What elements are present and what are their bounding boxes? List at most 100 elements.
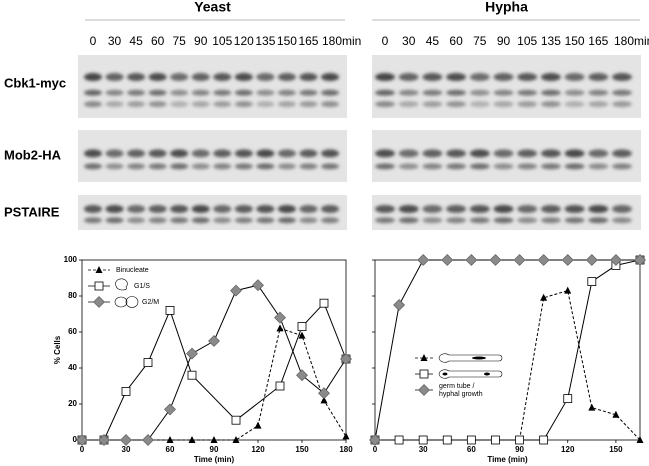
legend-icon: [442, 372, 448, 376]
marker: [540, 293, 548, 301]
blot-band: [83, 217, 103, 224]
blot-band: [170, 163, 189, 170]
blot-band: [170, 89, 189, 96]
blot-band: [148, 89, 167, 96]
marker: [515, 435, 524, 445]
marker: [418, 384, 430, 396]
lane-label: 45: [426, 34, 440, 48]
marker: [120, 434, 132, 446]
blot-band: [277, 89, 296, 96]
blot-band: [127, 89, 146, 96]
marker: [418, 435, 428, 445]
legend-label: germ tube / hyphal growth: [439, 383, 483, 398]
blots: Cbk1-myc Mob2-HA PSTAIRE Yeast 0 30 45 60 75 90 10…: [4, 0, 649, 230]
lane-label: 75: [173, 34, 187, 48]
blot-band: [398, 163, 419, 170]
blot-band: [612, 73, 632, 82]
blot-band: [469, 163, 490, 170]
blot-band: [540, 89, 561, 96]
blot-band: [256, 217, 275, 224]
blot-band: [170, 73, 189, 82]
blot-band: [375, 149, 395, 158]
blot-band: [148, 205, 167, 213]
blot-band: [191, 149, 210, 158]
blot-band: [588, 101, 609, 108]
marker: [564, 286, 572, 294]
marker: [210, 436, 218, 443]
lane-label: 150: [565, 34, 585, 48]
blot-band: [375, 163, 395, 170]
blot-band: [517, 163, 538, 170]
blot-band: [105, 101, 124, 108]
marker: [275, 381, 285, 391]
lane-label: 165: [588, 34, 608, 48]
blot-band: [277, 101, 296, 108]
blot-band: [170, 205, 189, 213]
blot-band: [299, 149, 318, 158]
lane-label: 90: [194, 34, 208, 48]
blot-membrane: [78, 55, 347, 118]
marker: [609, 254, 622, 266]
marker: [491, 435, 500, 445]
blot-band: [398, 205, 419, 213]
blot-bands: [375, 205, 632, 224]
blot-band: [588, 89, 609, 96]
blot-band: [256, 149, 275, 158]
blot-band: [127, 101, 146, 108]
blot-band: [564, 149, 585, 158]
blot-band: [517, 101, 538, 108]
blot-band: [83, 101, 103, 108]
blot-band: [517, 73, 538, 82]
blot-bands: [375, 73, 632, 108]
x-tick-label: 150: [609, 445, 623, 454]
blot-band: [320, 205, 340, 213]
chart: 0 20 40 60 80 100 0 30 60 90 120 150 180 % Cells Time …: [53, 255, 353, 464]
blot-band: [213, 101, 232, 108]
blot-band: [398, 73, 419, 82]
marker: [320, 396, 328, 404]
blot-band: [588, 149, 609, 158]
x-tick-label: 30: [419, 445, 428, 454]
lane-label: 180min: [322, 34, 361, 48]
y-tick-label: 60: [68, 327, 77, 336]
blot-band: [191, 101, 210, 108]
marker: [76, 434, 88, 446]
marker: [298, 331, 306, 339]
marker: [232, 436, 240, 443]
x-tick-label: 0: [373, 445, 378, 454]
blot-band: [191, 163, 210, 170]
lane-label: 0: [90, 34, 97, 48]
marker: [513, 254, 526, 266]
legend-icon: [472, 356, 486, 360]
blot-band: [564, 205, 585, 213]
blot-band: [299, 73, 318, 82]
y-axis-label: % Cells: [53, 335, 62, 364]
marker: [274, 311, 286, 324]
lane-label: 0: [382, 34, 389, 48]
marker: [98, 434, 110, 446]
blot-band: [564, 73, 585, 82]
series-line: [82, 284, 347, 441]
blot-band: [256, 73, 275, 82]
blot-band: [105, 205, 124, 213]
blot-bands: [83, 149, 340, 170]
x-tick-label: 120: [561, 445, 575, 454]
blot-band: [127, 217, 146, 224]
x-axis-label: Time (min): [487, 455, 528, 464]
blot-band: [127, 163, 146, 170]
lane-label: 30: [108, 34, 122, 48]
series-line: [375, 289, 641, 441]
blot-band: [398, 101, 419, 108]
marker: [252, 279, 264, 292]
blot-band: [277, 217, 296, 224]
lane-label: 60: [449, 34, 463, 48]
blot-band: [588, 205, 609, 213]
blot-band: [299, 205, 318, 213]
marker: [634, 254, 646, 266]
x-axis-label: Time (min): [194, 455, 235, 464]
marker: [369, 434, 381, 446]
blot-band: [612, 217, 632, 224]
marker: [636, 436, 644, 443]
lane-label: 105: [212, 34, 232, 48]
